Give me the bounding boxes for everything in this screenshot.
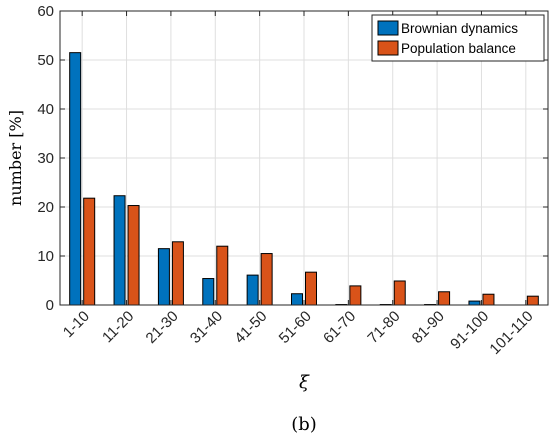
- x-tick-label: 21-30: [143, 308, 182, 347]
- bar-population-101-110: [526, 295, 539, 306]
- legend-swatch-population: [377, 40, 399, 56]
- bar-brownian-1-10: [69, 52, 82, 306]
- x-tick-label: 31-40: [187, 308, 226, 347]
- x-tick-label: 11-20: [99, 308, 137, 346]
- x-axis-label: ξ: [299, 372, 310, 393]
- bar-population-31-40: [216, 245, 229, 306]
- legend-swatch-brownian: [377, 20, 399, 36]
- x-tick-label: 41-50: [231, 308, 270, 347]
- legend-box: [371, 14, 545, 62]
- grid-lines: [60, 11, 548, 305]
- bar-population-1-10: [83, 197, 96, 306]
- legend-label-brownian: Brownian dynamics: [401, 21, 518, 36]
- y-tick-label: 30: [37, 150, 54, 167]
- x-tick-label: 71-80: [364, 308, 403, 347]
- y-tick-label: 50: [37, 52, 54, 69]
- bar-population-71-80: [393, 280, 406, 306]
- x-tick-label: 81-90: [409, 308, 448, 347]
- bar-population-61-70: [349, 285, 362, 306]
- figure-caption: (b): [291, 414, 317, 435]
- bar-population-21-30: [171, 241, 184, 306]
- bar-population-91-100: [482, 293, 495, 306]
- bar-brownian-41-50: [246, 274, 259, 306]
- bar-population-41-50: [260, 253, 273, 306]
- x-tick-label: 61-70: [320, 308, 359, 347]
- y-axis-label: number [%]: [6, 110, 25, 206]
- bar-brownian-31-40: [202, 278, 215, 306]
- bar-population-11-20: [127, 205, 140, 306]
- y-tick-label: 40: [37, 101, 54, 118]
- bar-population-51-60: [305, 271, 317, 306]
- y-axis: 0 10 20 30 40 50 60: [37, 3, 548, 314]
- y-tick-label: 20: [37, 199, 54, 216]
- bar-brownian-51-60: [291, 293, 303, 306]
- y-tick-label: 0: [46, 297, 54, 314]
- x-tick-label: 101-110: [486, 308, 536, 358]
- y-tick-label: 60: [37, 3, 54, 20]
- legend-label-population: Population balance: [401, 41, 516, 56]
- legend: Brownian dynamics Population balance: [371, 14, 545, 62]
- bar-population-81-90: [438, 291, 451, 306]
- bar-brownian-11-20: [113, 195, 126, 306]
- bar-brownian-21-30: [157, 248, 170, 306]
- y-tick-label: 10: [37, 248, 54, 265]
- x-tick-label: 1-10: [60, 308, 93, 341]
- bar-brownian-91-100: [468, 300, 481, 306]
- x-tick-label: 51-60: [276, 308, 315, 347]
